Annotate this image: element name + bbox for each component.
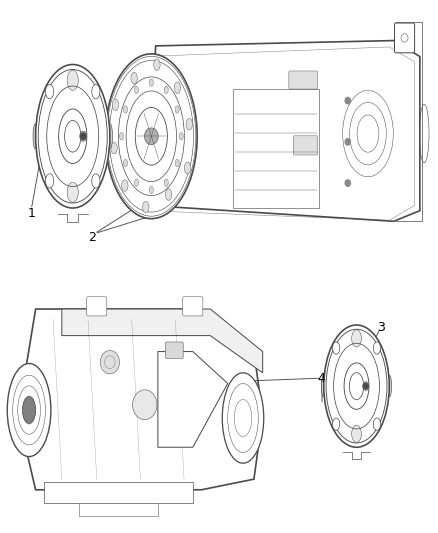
Ellipse shape: [149, 186, 153, 193]
Ellipse shape: [164, 86, 168, 94]
Polygon shape: [44, 482, 193, 503]
Polygon shape: [158, 352, 228, 447]
Ellipse shape: [154, 59, 160, 70]
Ellipse shape: [363, 382, 369, 390]
Circle shape: [345, 180, 350, 186]
Ellipse shape: [124, 106, 127, 113]
Ellipse shape: [184, 162, 191, 174]
Ellipse shape: [321, 375, 325, 397]
Ellipse shape: [46, 174, 54, 188]
Ellipse shape: [174, 82, 180, 93]
Ellipse shape: [352, 330, 361, 347]
Circle shape: [100, 351, 120, 374]
Ellipse shape: [33, 124, 38, 149]
FancyBboxPatch shape: [395, 23, 415, 53]
Ellipse shape: [179, 133, 183, 140]
Polygon shape: [147, 41, 420, 221]
Ellipse shape: [67, 70, 78, 90]
Ellipse shape: [112, 99, 119, 110]
Ellipse shape: [143, 201, 149, 213]
Circle shape: [145, 128, 158, 144]
Ellipse shape: [164, 179, 168, 187]
Ellipse shape: [175, 159, 179, 167]
Ellipse shape: [175, 106, 179, 113]
Ellipse shape: [111, 142, 117, 154]
Text: 3: 3: [377, 321, 385, 334]
Polygon shape: [79, 503, 158, 516]
FancyBboxPatch shape: [87, 297, 107, 316]
FancyBboxPatch shape: [183, 297, 203, 316]
Ellipse shape: [134, 179, 138, 187]
Ellipse shape: [332, 342, 340, 354]
Ellipse shape: [92, 84, 100, 99]
Ellipse shape: [373, 418, 381, 430]
Ellipse shape: [388, 375, 392, 397]
Polygon shape: [62, 309, 263, 373]
Text: 4: 4: [318, 372, 325, 385]
Ellipse shape: [350, 373, 364, 400]
FancyBboxPatch shape: [289, 71, 318, 89]
Circle shape: [345, 139, 350, 145]
Ellipse shape: [7, 364, 51, 457]
Ellipse shape: [46, 84, 54, 99]
Ellipse shape: [67, 182, 78, 203]
Ellipse shape: [124, 159, 127, 167]
Ellipse shape: [324, 325, 389, 447]
Ellipse shape: [222, 373, 264, 463]
Polygon shape: [18, 309, 263, 490]
Ellipse shape: [120, 133, 124, 140]
Ellipse shape: [373, 342, 381, 354]
Circle shape: [81, 133, 86, 140]
Ellipse shape: [80, 131, 86, 141]
Ellipse shape: [108, 124, 113, 149]
Ellipse shape: [92, 174, 100, 188]
Ellipse shape: [332, 418, 340, 430]
Ellipse shape: [352, 425, 361, 442]
Ellipse shape: [22, 397, 35, 423]
Ellipse shape: [35, 64, 110, 208]
Ellipse shape: [149, 79, 153, 86]
Ellipse shape: [186, 118, 192, 130]
Circle shape: [364, 383, 368, 389]
Ellipse shape: [134, 86, 138, 94]
Ellipse shape: [122, 180, 128, 191]
FancyBboxPatch shape: [165, 342, 183, 359]
Text: 2: 2: [88, 231, 96, 244]
Ellipse shape: [106, 54, 197, 219]
FancyBboxPatch shape: [293, 136, 318, 155]
Ellipse shape: [166, 189, 172, 200]
Circle shape: [133, 390, 157, 419]
Ellipse shape: [64, 120, 81, 152]
Text: 1: 1: [27, 207, 35, 220]
Ellipse shape: [131, 72, 137, 84]
Circle shape: [345, 98, 350, 104]
